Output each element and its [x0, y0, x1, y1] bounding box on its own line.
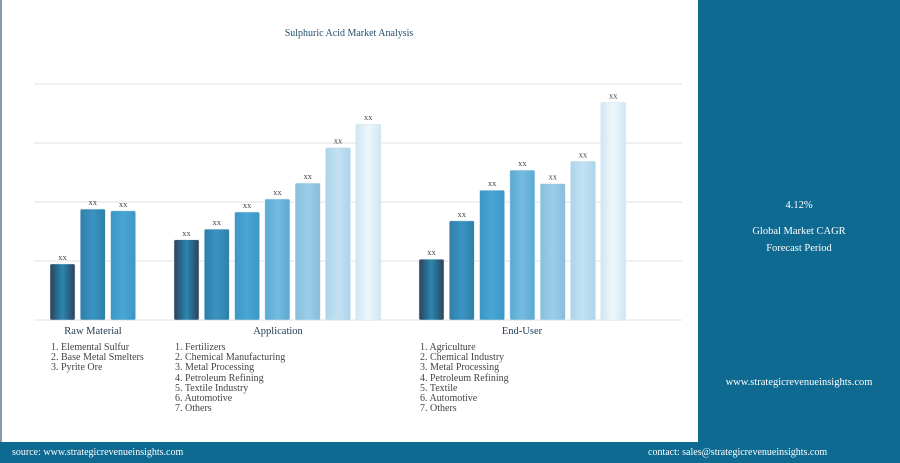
data-label: xx	[609, 90, 618, 100]
data-label: xx	[273, 187, 282, 197]
data-label: xx	[182, 228, 191, 238]
contact-text: contact: sales@strategicrevenueinsights.…	[648, 447, 828, 458]
bar-chart: xx xx xx xx xx xx xx xx xx xx xx xx xx xx xx xx xx	[34, 83, 682, 321]
data-label: xx	[303, 171, 312, 181]
category-label-raw-material: Raw Material	[64, 326, 122, 337]
list-item: 4. Petroleum Refining	[175, 372, 264, 384]
data-label: xx	[213, 217, 222, 227]
bar-end-user-6	[570, 161, 596, 321]
cagr-value: 4.12%	[785, 200, 813, 211]
list-item: 5. Textile Industry	[175, 382, 249, 394]
category-label-application: Application	[253, 326, 303, 337]
list-item: 1. Fertilizers	[175, 342, 226, 353]
bar-application-2	[204, 228, 230, 321]
cagr-label: Global Market CAGR	[752, 226, 846, 237]
data-label: xx	[119, 199, 128, 209]
data-label: xx	[427, 247, 436, 257]
bar-application-1	[173, 239, 200, 321]
left-border	[0, 0, 2, 442]
list-item: 3. Pyrite Ore	[51, 362, 103, 374]
bar-application-7	[355, 123, 382, 321]
website-link[interactable]: www.strategicrevenueinsights.com	[725, 377, 873, 388]
bar-end-user-7	[600, 102, 627, 321]
list-item: 6. Automotive	[420, 393, 478, 405]
bar-end-user-3	[479, 189, 505, 321]
data-label: xx	[518, 158, 527, 168]
bar-end-user-4	[509, 169, 536, 321]
cagr-panel: 4.12% Global Market CAGR Forecast Period…	[698, 0, 900, 442]
bar-end-user-2	[449, 220, 475, 321]
data-label: xx	[364, 112, 373, 122]
category-label-end-user: End-User	[501, 326, 543, 337]
data-label: xx	[488, 178, 497, 188]
bar-application-3	[234, 211, 260, 321]
bar-application-6	[325, 147, 351, 321]
footer: source: www.strategicrevenueinsights.com…	[0, 442, 900, 463]
source-text: source: www.strategicrevenueinsights.com	[12, 447, 184, 458]
forecast-period-label: Forecast Period	[766, 243, 832, 254]
chart-area: Sulphuric Acid Market Analysis xx xx xx xx x…	[34, 28, 682, 415]
data-label: xx	[548, 172, 557, 182]
list-item: 4. Petroleum Refining	[420, 372, 509, 384]
data-label: xx	[89, 197, 98, 207]
list-item: 2. Chemical Industry	[420, 352, 505, 364]
list-item: 1. Agriculture	[420, 342, 476, 353]
data-label: xx	[58, 252, 67, 262]
list-item: 1. Elemental Sulfur	[51, 342, 130, 353]
bar-raw-material-3	[110, 210, 136, 321]
list-item: 3. Metal Processing	[420, 362, 500, 374]
bar-application-4	[264, 198, 291, 321]
list-item: 6. Automotive	[175, 393, 233, 405]
end-user-list: 1. Agriculture 2. Chemical Industry 3. Met…	[420, 342, 509, 415]
data-label: xx	[243, 200, 252, 210]
data-label: xx	[334, 136, 343, 146]
bar-raw-material-1	[49, 263, 76, 321]
raw-material-list: 1. Elemental Sulfur 2. Base Metal Smelter…	[51, 342, 144, 374]
bar-end-user-5	[539, 183, 566, 321]
list-item: 2. Base Metal Smelters	[51, 352, 144, 364]
bar-raw-material-2	[80, 208, 106, 321]
application-list: 1. Fertilizers 2. Chemical Manufacturing 3…	[175, 342, 286, 415]
list-item: 3. Metal Processing	[175, 362, 255, 374]
data-label: xx	[579, 149, 588, 159]
data-label: xx	[458, 209, 467, 219]
bar-end-user-1	[418, 258, 445, 321]
list-item: 7. Others	[420, 403, 457, 415]
bar-application-5	[294, 182, 321, 321]
list-item: 7. Others	[175, 403, 212, 415]
list-item: 2. Chemical Manufacturing	[175, 352, 286, 364]
chart-title: Sulphuric Acid Market Analysis	[284, 28, 414, 39]
list-item: 5. Textile	[420, 382, 458, 394]
